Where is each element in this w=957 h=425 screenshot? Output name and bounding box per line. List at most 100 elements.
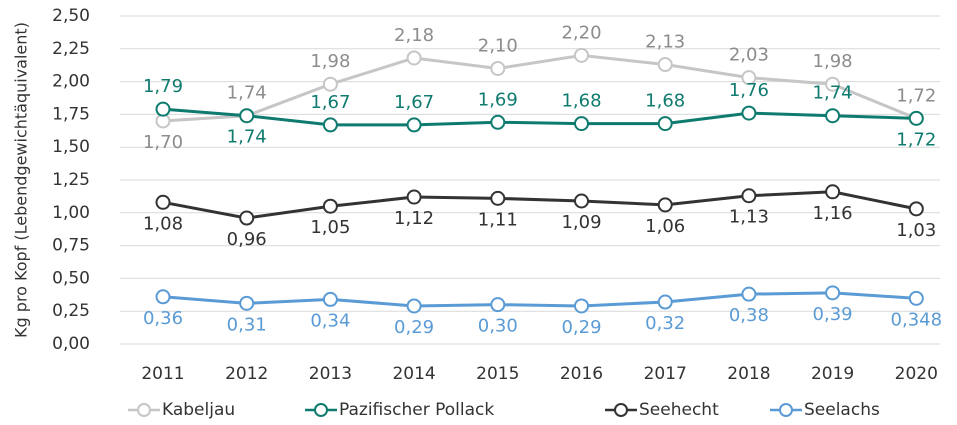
data-label: 1,06 (645, 216, 685, 237)
data-label: 1,98 (813, 51, 853, 72)
point (574, 298, 589, 314)
series-line (162, 291, 917, 308)
point (574, 193, 589, 209)
x-tick-label: 2020 (895, 364, 938, 384)
point (657, 197, 673, 213)
data-label: 1,67 (394, 92, 434, 113)
x-tick-label: 2011 (141, 364, 184, 384)
data-label: 0,38 (729, 305, 769, 326)
data-label: 0,39 (813, 304, 853, 325)
point (657, 57, 673, 73)
point (741, 70, 757, 86)
data-label: 2,13 (645, 32, 685, 53)
point (490, 190, 506, 206)
point (406, 298, 422, 314)
point (322, 198, 338, 214)
data-label: 0,32 (645, 313, 685, 334)
y-tick-label: 1,50 (52, 137, 90, 157)
point (741, 105, 757, 121)
data-label: 2,10 (478, 35, 518, 56)
y-tick-label: 0,00 (52, 334, 90, 354)
data-label: 1,69 (478, 89, 518, 110)
data-label: 1,72 (896, 129, 936, 150)
data-label: 1,68 (561, 91, 601, 112)
point (239, 210, 255, 226)
point (406, 189, 422, 205)
data-label: 1,67 (310, 92, 350, 113)
data-label: 1,11 (478, 209, 518, 230)
point (657, 116, 673, 132)
data-label: 1,98 (310, 51, 350, 72)
data-label: 0,96 (227, 229, 267, 250)
legend-marker (137, 403, 151, 417)
data-label: 0,348 (891, 309, 943, 330)
x-tick-label: 2013 (309, 364, 352, 384)
y-tick-label: 1,75 (52, 104, 90, 124)
data-label: 1,09 (561, 212, 601, 233)
y-axis-label: Kg pro Kopf (Lebendgewichtäquivalent) (12, 22, 31, 338)
data-label: 0,36 (143, 308, 183, 329)
data-label: 0,34 (310, 310, 350, 331)
data-label: 1,16 (813, 203, 853, 224)
point (155, 289, 171, 305)
point (825, 108, 841, 124)
point (322, 76, 338, 92)
data-label: 1,74 (813, 83, 853, 104)
data-label: 1,05 (310, 217, 350, 238)
y-tick-label: 0,75 (52, 236, 90, 256)
point (741, 188, 757, 204)
point (908, 201, 924, 217)
legend-label: Seelachs (804, 400, 880, 420)
point (322, 291, 338, 307)
legend-marker (314, 403, 328, 417)
data-label: 0,29 (561, 317, 601, 338)
data-label: 1,70 (143, 132, 183, 153)
legend-label: Seehecht (639, 400, 719, 420)
data-label: 1,72 (896, 85, 936, 106)
data-label: 1,08 (143, 213, 183, 234)
point (908, 110, 924, 126)
legend-label: Kabeljau (162, 400, 235, 420)
x-tick-label: 2015 (476, 364, 519, 384)
legend-marker (779, 403, 793, 417)
point (825, 76, 841, 92)
data-label: 0,29 (394, 317, 434, 338)
data-label: 1,79 (143, 76, 183, 97)
series-line (162, 190, 917, 220)
x-tick-label: 2014 (392, 364, 435, 384)
legend-marker (614, 403, 628, 417)
point (574, 116, 589, 132)
point (239, 295, 255, 311)
point (657, 294, 673, 310)
data-label: 1,12 (394, 208, 434, 229)
point (825, 184, 841, 200)
data-label: 1,74 (227, 127, 267, 148)
y-tick-label: 2,50 (52, 6, 90, 26)
series-line (162, 107, 917, 127)
point (741, 286, 757, 302)
x-tick-label: 2016 (560, 364, 603, 384)
data-label: 2,18 (394, 25, 434, 46)
data-label: 2,03 (729, 45, 769, 66)
x-tick-label: 2017 (644, 364, 687, 384)
data-label: 1,74 (227, 83, 267, 104)
x-tick-label: 2018 (727, 364, 770, 384)
point (406, 50, 422, 66)
data-label: 1,68 (645, 91, 685, 112)
data-label: 1,03 (896, 220, 936, 241)
data-label: 0,30 (478, 316, 518, 337)
y-tick-label: 2,00 (52, 72, 90, 92)
point (574, 47, 589, 63)
point (490, 114, 506, 130)
point (155, 101, 171, 117)
y-tick-label: 1,25 (52, 170, 90, 190)
y-tick-label: 1,00 (52, 203, 90, 223)
point (490, 60, 506, 76)
point (155, 194, 171, 210)
data-label: 1,76 (729, 80, 769, 101)
point (490, 297, 506, 313)
point (239, 108, 255, 124)
y-tick-label: 0,25 (52, 301, 90, 321)
y-tick-label: 0,50 (52, 268, 90, 288)
